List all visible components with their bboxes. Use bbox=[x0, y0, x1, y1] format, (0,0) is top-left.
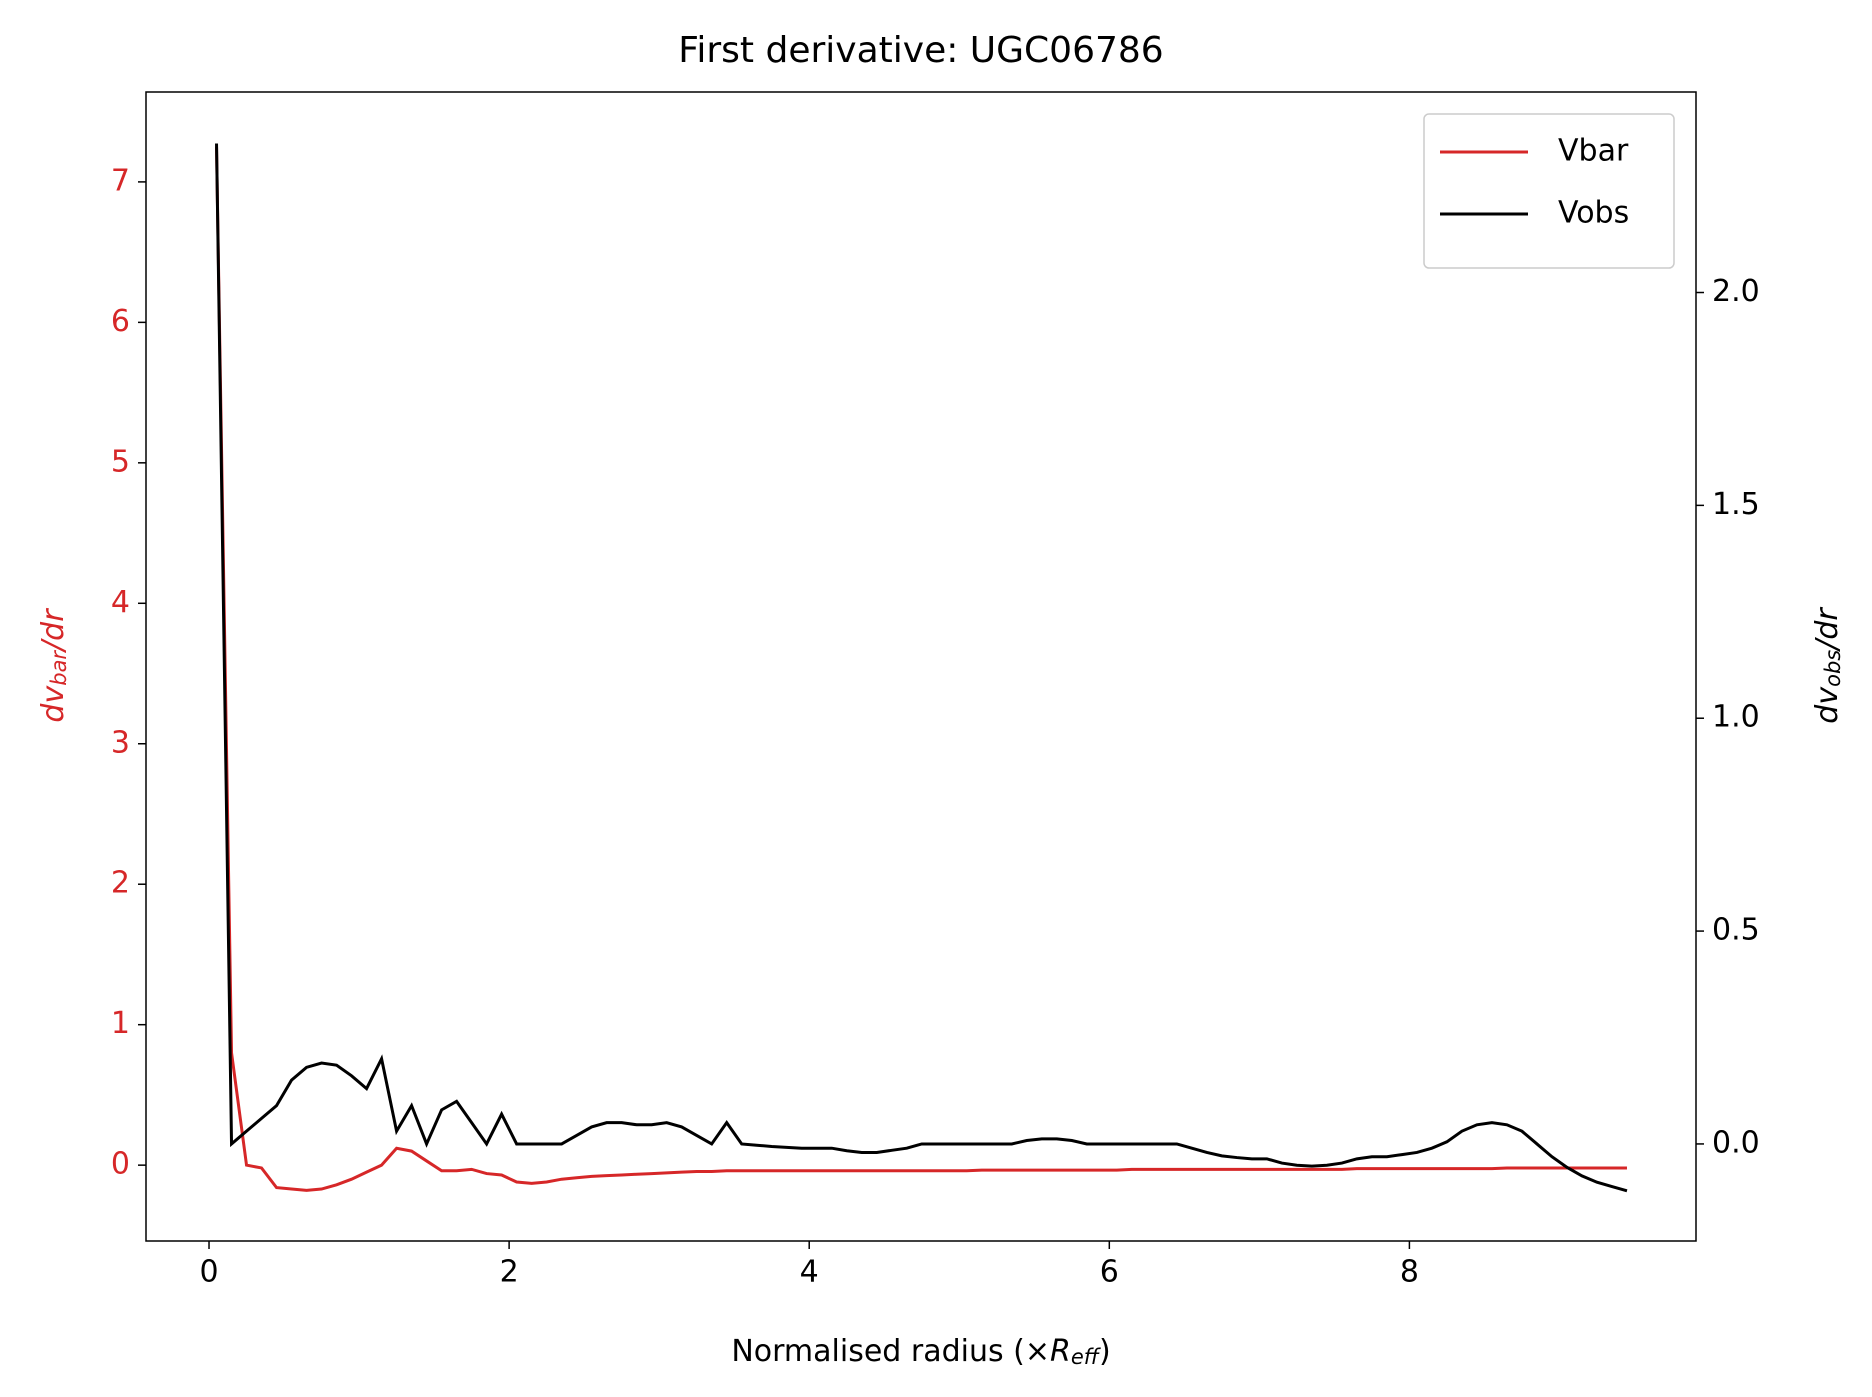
chart-title: First derivative: UGC06786 bbox=[678, 30, 1163, 71]
legend-label: Vbar bbox=[1558, 134, 1629, 169]
y2-tick-label: 2.0 bbox=[1712, 274, 1760, 309]
x-axis-label: Normalised radius (×Reff) bbox=[731, 1334, 1110, 1370]
y-label-part: dv bbox=[36, 685, 71, 723]
x-label-part: Normalised radius (× bbox=[731, 1334, 1050, 1369]
x-tick-label: 8 bbox=[1400, 1255, 1419, 1290]
x-label-part: eff bbox=[1071, 1345, 1102, 1369]
x-tick-label: 4 bbox=[800, 1255, 819, 1290]
y2-tick-label: 1.0 bbox=[1712, 700, 1760, 735]
y-tick-label: 7 bbox=[111, 163, 130, 198]
x-label-part: ) bbox=[1099, 1334, 1111, 1369]
y-tick-label: 0 bbox=[111, 1147, 130, 1182]
y2-tick-label: 0.0 bbox=[1712, 1125, 1760, 1160]
y-tick-label: 5 bbox=[111, 444, 130, 479]
y2-tick-label: 0.5 bbox=[1712, 913, 1760, 948]
y-tick-label: 4 bbox=[111, 585, 130, 620]
x-tick-label: 6 bbox=[1100, 1255, 1119, 1290]
series-line bbox=[215, 146, 1627, 1192]
y-label-part: bar bbox=[47, 650, 71, 686]
plot-frame bbox=[145, 91, 1697, 1242]
y-tick-label: 2 bbox=[111, 866, 130, 901]
x-label-part: R bbox=[1050, 1334, 1071, 1369]
x-tick-label: 2 bbox=[500, 1255, 519, 1290]
x-tick-label: 0 bbox=[199, 1255, 218, 1290]
y-axis-label: dvbar/dr bbox=[36, 608, 72, 723]
y-label-part: /dr bbox=[36, 608, 71, 654]
series-line bbox=[215, 143, 1628, 1193]
legend-box bbox=[1423, 113, 1675, 269]
y2-label-part: obs bbox=[1821, 650, 1845, 687]
y-tick-label: 1 bbox=[111, 1006, 130, 1041]
y2-label-part: /dr bbox=[1810, 607, 1845, 653]
y2-axis-label: dvobs/dr bbox=[1810, 607, 1846, 724]
legend-label: Vobs bbox=[1558, 196, 1629, 231]
y2-label-part: dv bbox=[1810, 686, 1845, 724]
y2-tick-label: 1.5 bbox=[1712, 487, 1760, 522]
y-tick-label: 3 bbox=[111, 725, 130, 760]
y-tick-label: 6 bbox=[111, 304, 130, 339]
